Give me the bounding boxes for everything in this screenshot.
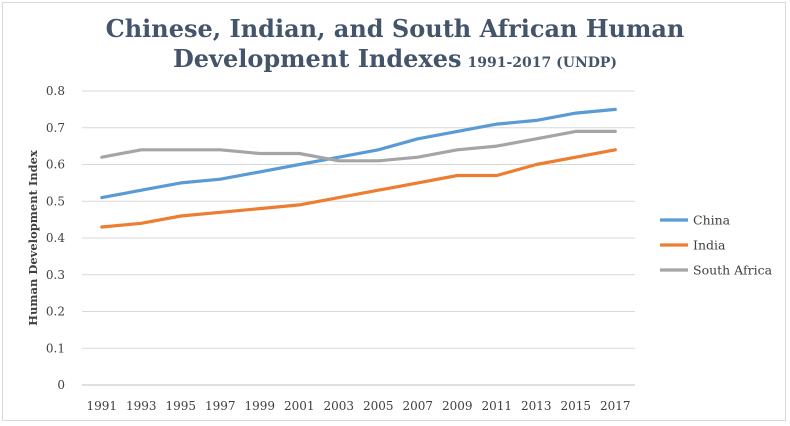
- x-tick-label: 1995: [165, 399, 196, 413]
- chart-title-suffix: 1991-2017 (UNDP): [468, 55, 618, 71]
- legend-label-china: China: [693, 213, 731, 228]
- x-tick-label: 2013: [521, 399, 552, 413]
- series-line-india: [100, 148, 617, 229]
- chart-title-line1: Chinese, Indian, and South African Human: [106, 14, 685, 43]
- y-axis-ticks: 0 0.1 0.2 0.3 0.4 0.5 0.6 0.7 0.8: [46, 84, 65, 392]
- y-tick-label: 0.3: [46, 268, 65, 282]
- y-tick-label: 0.1: [46, 341, 65, 355]
- chart-title-line2: Development Indexes 1991-2017 (UNDP): [173, 44, 617, 73]
- x-tick-label: 2007: [402, 399, 433, 413]
- y-tick-label: 0.2: [46, 305, 65, 319]
- y-tick-label: 0: [57, 378, 65, 392]
- x-tick-label: 2009: [442, 399, 473, 413]
- x-axis-ticks: 1991 1993 1995 1997 1999 2001 2003 2005 2007 2009…: [86, 399, 630, 413]
- y-tick-label: 0.7: [46, 121, 65, 135]
- legend: China India South Africa: [660, 213, 773, 278]
- legend-label-south-africa: South Africa: [693, 263, 773, 278]
- x-tick-label: 2015: [560, 399, 591, 413]
- x-tick-label: 1997: [205, 399, 236, 413]
- x-tick-label: 1991: [86, 399, 117, 413]
- x-tick-label: 1993: [126, 399, 157, 413]
- series-lines: [100, 107, 617, 229]
- x-tick-label: 2001: [284, 399, 315, 413]
- y-tick-label: 0.8: [46, 84, 65, 98]
- x-tick-label: 2011: [481, 399, 512, 413]
- series-line-china: [100, 107, 617, 200]
- y-tick-label: 0.4: [46, 231, 65, 245]
- y-axis-title: Human Development Index: [26, 150, 40, 326]
- x-tick-label: 2005: [363, 399, 394, 413]
- series-line-south-africa: [100, 129, 617, 163]
- y-tick-label: 0.6: [46, 158, 65, 172]
- legend-label-india: India: [693, 238, 726, 253]
- x-tick-label: 1999: [244, 399, 275, 413]
- x-tick-label: 2017: [600, 399, 631, 413]
- chart-frame: [2, 2, 786, 421]
- x-tick-label: 2003: [323, 399, 354, 413]
- chart-title-main: Development Indexes: [173, 44, 462, 73]
- y-tick-label: 0.5: [46, 194, 65, 208]
